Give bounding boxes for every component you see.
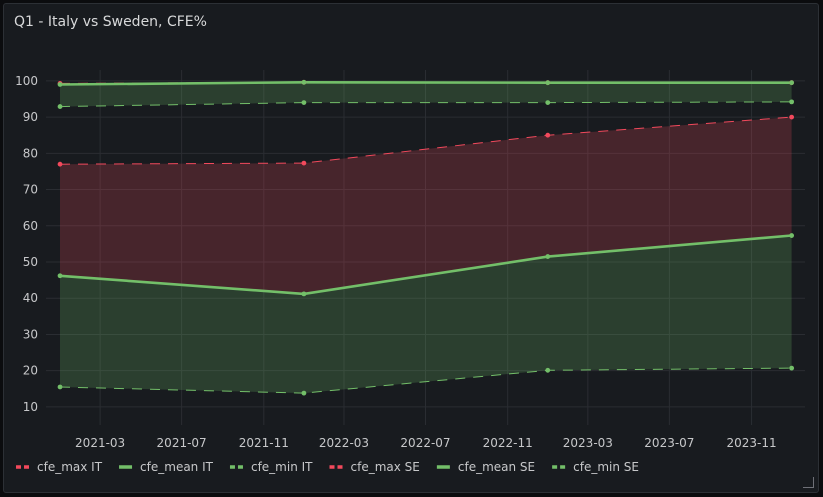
y-tick-label: 40 [23,291,38,305]
legend[interactable]: cfe_max IT cfe_mean IT cfe_min IT cfe_max S… [16,460,639,474]
x-tick-label: 2023-03 [563,436,613,450]
series-line-cfe_min-se [59,101,792,108]
point-cfe_min-se [545,100,551,106]
series-line-cfe_mean-it [59,234,792,296]
point-cfe_min-it [789,365,795,371]
point-cfe_min-it [57,384,63,390]
x-tick-label: 2021-07 [157,436,207,450]
point-cfe_mean-it [57,273,63,279]
legend-item-cfe_mean-se[interactable]: cfe_mean SE [436,460,535,474]
legend-item-cfe_min-se[interactable]: cfe_min SE [552,460,639,474]
point-cfe_max-it [57,161,63,167]
point-cfe_mean-it [789,233,795,238]
point-cfe_min-se [789,99,795,105]
y-tick-label: 10 [23,400,38,414]
resize-handle-icon[interactable] [803,477,814,488]
legend-item-cfe_mean-it[interactable]: cfe_mean IT [119,460,214,474]
data-points [57,79,795,396]
y-tick-label: 20 [23,364,38,378]
legend-label[interactable]: cfe_min SE [573,460,639,474]
legend-item-cfe_min-it[interactable]: cfe_min IT [229,460,313,474]
series-line-cfe_mean-se [59,80,792,86]
point-cfe_mean-it [301,291,307,297]
legend-item-cfe_max-it[interactable]: cfe_max IT [16,460,103,474]
series-line-cfe_max-it [59,116,792,165]
series-line-cfe_min-it [59,367,792,394]
point-cfe_min-it [301,390,307,396]
point-cfe_max-it [545,132,551,138]
series-lines [59,80,792,394]
x-tick-label: 2022-11 [483,436,533,450]
x-axis-ticks: 2021-03 2021-07 2021-11 2022-03 2022-07 2022-… [75,436,777,450]
y-tick-label: 50 [23,255,38,269]
point-cfe_max-it [301,160,307,166]
x-tick-label: 2021-03 [75,436,125,450]
point-cfe_max-it [789,114,795,120]
legend-label[interactable]: cfe_mean IT [140,460,214,474]
legend-item-cfe_max-se[interactable]: cfe_max SE [329,460,420,474]
band-fill-cfe_max-it [60,117,792,294]
y-tick-label: 100 [15,74,38,88]
y-tick-label: 80 [23,146,38,160]
y-tick-label: 70 [23,183,38,197]
x-tick-label: 2022-07 [400,436,450,450]
legend-label[interactable]: cfe_min IT [251,460,313,474]
x-tick-label: 2022-03 [319,436,369,450]
grid-lines [46,70,805,425]
x-tick-label: 2023-07 [644,436,694,450]
point-cfe_mean-se [545,80,551,86]
point-cfe_min-se [57,104,63,109]
band-fills [60,82,792,394]
point-cfe_min-se [301,100,307,106]
band-fill-cfe_mean-it [60,235,792,394]
y-tick-label: 90 [23,110,38,124]
y-tick-label: 30 [23,327,38,341]
x-tick-label: 2023-11 [726,436,776,450]
point-cfe_mean-it [545,254,551,259]
y-tick-label: 60 [23,219,38,233]
legend-label[interactable]: cfe_max IT [37,460,103,474]
legend-label[interactable]: cfe_max SE [351,460,420,474]
point-cfe_mean-se [789,80,795,86]
point-cfe_mean-se [301,79,307,85]
x-tick-label: 2021-11 [239,436,289,450]
point-cfe_mean-se [57,82,63,87]
y-axis-ticks: 10 20 30 40 50 60 70 80 90 100 [15,74,38,414]
band-fill-cfe_mean-se [60,82,792,107]
panel-title[interactable]: Q1 - Italy vs Sweden, CFE% [14,14,207,30]
point-cfe_min-it [545,367,551,373]
legend-label[interactable]: cfe_mean SE [458,460,535,474]
